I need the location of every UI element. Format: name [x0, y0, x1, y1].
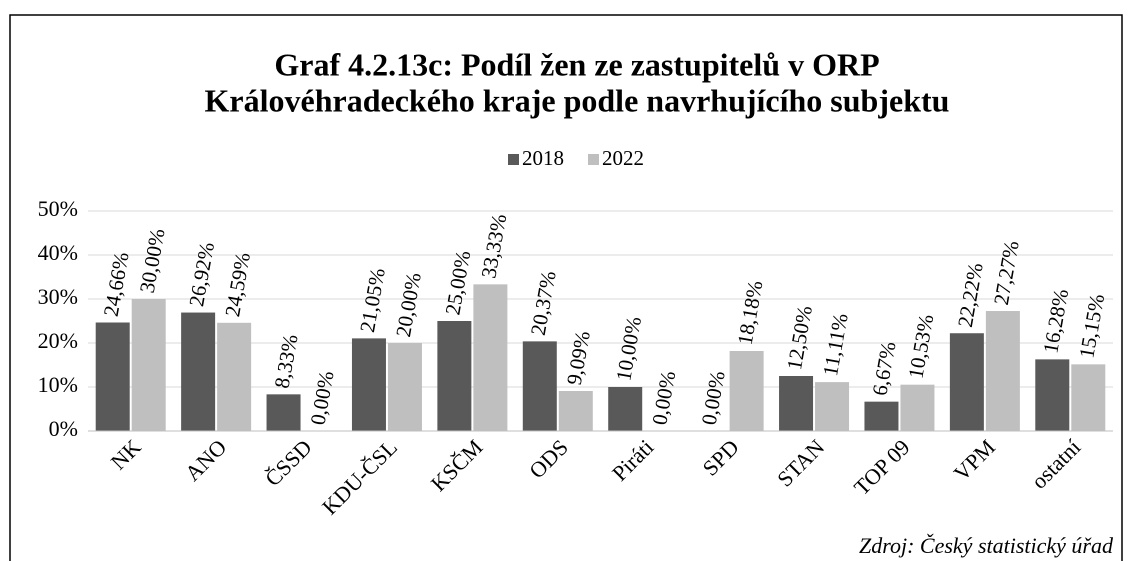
bar — [558, 391, 593, 431]
bar — [522, 341, 557, 431]
value-label: 20,37% — [526, 269, 561, 337]
value-label: 27,27% — [989, 239, 1024, 307]
bar — [266, 394, 301, 431]
chart-title: Graf 4.2.13c: Podíl žen ze zastupitelů v… — [274, 46, 879, 82]
chart-title: Královéhradeckého kraje podle navrhující… — [205, 82, 950, 118]
x-tick-label: KDU-ČSL — [317, 434, 402, 519]
value-label: 24,59% — [220, 251, 255, 319]
value-label: 18,18% — [733, 279, 768, 347]
value-label: 0,00% — [647, 369, 680, 427]
value-label: 9,09% — [562, 329, 595, 387]
bar — [181, 312, 216, 431]
legend-swatch — [508, 154, 519, 165]
y-tick-label: 10% — [38, 372, 78, 397]
x-tick-label: KSČM — [426, 434, 488, 496]
bar — [779, 376, 814, 431]
x-tick-label: ODS — [524, 434, 573, 483]
y-tick-label: 20% — [38, 328, 78, 353]
value-label: 30,00% — [135, 227, 170, 295]
bar — [437, 321, 472, 431]
source-note: Zdroj: Český statistický úřad — [859, 533, 1114, 558]
y-tick-label: 30% — [38, 284, 78, 309]
x-tick-label: NK — [106, 434, 146, 474]
legend-label: 2022 — [602, 146, 644, 170]
value-label: 22,22% — [953, 261, 988, 329]
value-label: 16,28% — [1038, 287, 1073, 355]
value-label: 25,00% — [440, 249, 475, 317]
legend-label: 2018 — [522, 146, 564, 170]
value-label: 12,50% — [782, 304, 817, 372]
bar — [473, 284, 508, 431]
legend-swatch — [588, 154, 599, 165]
value-label: 33,33% — [476, 212, 511, 280]
bar — [729, 351, 764, 431]
bar — [131, 299, 166, 431]
value-label: 10,00% — [611, 315, 646, 383]
value-label: 10,53% — [903, 312, 938, 380]
y-tick-label: 40% — [38, 240, 78, 265]
bar — [217, 322, 252, 431]
x-tick-label: SPD — [698, 434, 744, 480]
x-tick-label: TOP 09 — [849, 434, 915, 500]
value-label: 24,66% — [99, 250, 134, 318]
bar — [985, 311, 1020, 431]
x-tick-label: ČSSD — [260, 434, 317, 491]
bar — [608, 387, 643, 431]
y-tick-label: 0% — [49, 416, 78, 441]
x-tick-label: VPM — [949, 434, 1000, 485]
x-tick-label: STAN — [772, 434, 829, 491]
value-label: 20,00% — [391, 271, 426, 339]
bar — [900, 384, 935, 431]
bar — [1035, 359, 1070, 431]
y-tick-label: 50% — [38, 196, 78, 221]
bar — [95, 322, 130, 431]
value-label: 21,05% — [355, 266, 390, 334]
value-label: 6,67% — [867, 340, 900, 398]
value-label: 0,00% — [697, 369, 730, 427]
value-label: 11,11% — [818, 311, 853, 377]
value-label: 15,15% — [1074, 292, 1109, 360]
bar — [815, 382, 850, 431]
x-tick-label: Piráti — [607, 434, 658, 485]
value-label: 26,92% — [184, 240, 219, 308]
chart-border — [9, 14, 1123, 561]
value-label: 8,33% — [270, 332, 303, 390]
bar — [1071, 364, 1106, 431]
bar — [949, 333, 984, 431]
bar — [864, 401, 899, 431]
bar — [351, 338, 386, 431]
x-tick-label: ANO — [180, 434, 231, 485]
x-tick-label: ostatní — [1026, 434, 1085, 493]
value-label: 0,00% — [306, 369, 339, 427]
bar — [387, 343, 422, 431]
